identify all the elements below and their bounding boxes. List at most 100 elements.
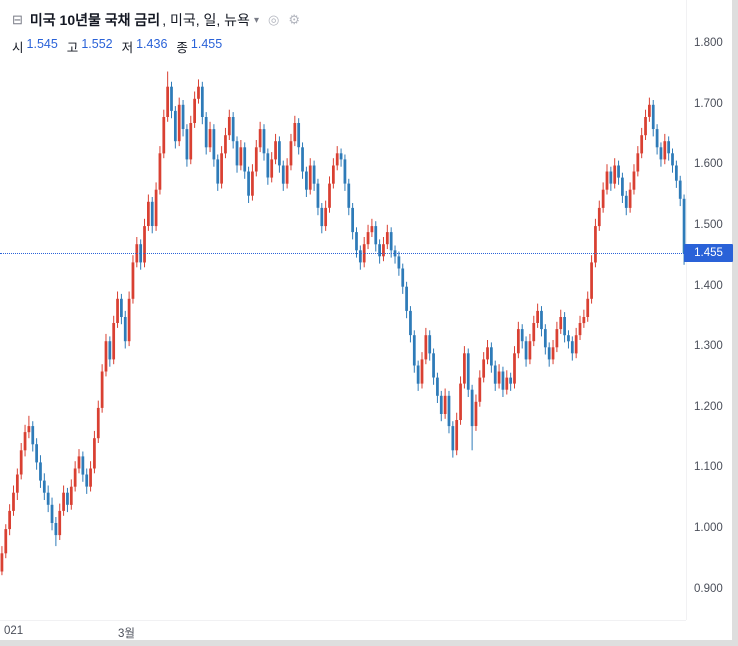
candle-body (505, 377, 509, 390)
candle-body (570, 341, 574, 354)
candle-body (297, 123, 301, 148)
candle-body (532, 323, 536, 342)
candle-body (463, 353, 466, 384)
candle-body (316, 183, 320, 208)
candle-body (66, 492, 69, 505)
chevron-down-icon[interactable]: ▾ (253, 14, 259, 26)
candle-body (120, 298, 123, 317)
candle-body (116, 298, 119, 323)
candle-body (640, 135, 644, 154)
candle-body (578, 323, 582, 336)
candle-body (239, 147, 243, 166)
candle-body (0, 553, 4, 572)
price-axis-label: 0.900 (694, 583, 723, 595)
candle-body (582, 317, 586, 324)
candle-body (104, 341, 108, 372)
candle-body (328, 183, 331, 208)
candle-body (451, 426, 455, 451)
candle-body (501, 371, 505, 390)
candle-body (181, 104, 185, 129)
candle-body (93, 438, 96, 469)
price-axis[interactable]: 1.455 1.800 1.700 1.600 1.500 1.400 1.300 1.20… (684, 0, 733, 620)
open-value: 1.545 (26, 37, 58, 51)
symbol-title[interactable]: 미국 10년물 국채 금리 (29, 12, 161, 28)
candle-body (540, 310, 543, 330)
candle-body (551, 347, 555, 360)
candle-body (601, 189, 605, 208)
candle-body (96, 407, 100, 439)
candle-body (370, 226, 374, 233)
candle-body (243, 147, 247, 172)
candle-body (19, 450, 23, 475)
candlestick-plot[interactable]: ⊟ 미국 10년물 국채 금리 , 미국, 일, 뉴욕 ▾ ◎ ⚙ 시 1.54… (0, 0, 686, 620)
candle-body (216, 159, 220, 184)
candle-body (628, 189, 632, 208)
symbol-subtitle: , 미국, 일, 뉴욕 (162, 12, 250, 28)
price-axis-label: 1.400 (694, 280, 723, 292)
candle-body (185, 129, 189, 160)
candle-body (73, 468, 77, 487)
candle-body (127, 298, 131, 342)
candle-body (347, 183, 351, 208)
low-value: 1.436 (136, 37, 168, 51)
candle-body (574, 335, 578, 354)
candle-body (397, 256, 401, 269)
candle-body (513, 353, 516, 384)
price-axis-label: 1.500 (694, 219, 723, 231)
candle-body (193, 98, 196, 123)
candle-body (609, 171, 613, 184)
candle-body (586, 298, 590, 317)
candle-body (266, 153, 270, 178)
candle-body (15, 474, 19, 493)
price-axis-label: 1.700 (694, 98, 723, 110)
candle-body (270, 159, 274, 178)
price-axis-label: 1.300 (694, 340, 723, 352)
candle-body (12, 492, 15, 511)
candle-body (173, 110, 177, 142)
candle-body (312, 165, 316, 184)
candle-body (58, 510, 62, 536)
time-axis[interactable]: 021 3월 (0, 620, 686, 640)
candle-body (289, 141, 293, 166)
candle-body (278, 141, 281, 166)
candle-body (536, 310, 539, 323)
candle-body (663, 141, 667, 160)
candle-body (85, 474, 89, 487)
candle-body (478, 377, 482, 402)
candle-body (355, 232, 358, 251)
candle-body (563, 317, 566, 336)
candles-svg[interactable] (0, 0, 686, 620)
candle-body (112, 323, 116, 360)
candle-body (358, 250, 362, 263)
last-price-tag: 1.455 (684, 244, 733, 262)
candle-body (197, 86, 200, 99)
candle-body (224, 135, 227, 154)
candle-body (651, 104, 655, 129)
price-axis-label: 1.800 (694, 37, 723, 49)
candle-body (520, 329, 524, 342)
candle-body (567, 335, 570, 342)
candle-body (528, 341, 532, 360)
candle-body (324, 207, 328, 227)
candle-body (177, 104, 181, 142)
candle-body (490, 347, 493, 366)
candle-body (320, 207, 324, 227)
candle-body (497, 371, 501, 384)
candle-body (46, 492, 50, 505)
candle-body (162, 117, 166, 154)
candle-body (35, 444, 38, 463)
candle-body (62, 492, 65, 511)
collapse-icon[interactable]: ⊟ (12, 12, 23, 27)
candle-body (659, 147, 663, 160)
price-axis-label: 1.000 (694, 522, 723, 534)
candle-body (285, 165, 289, 184)
candle-body (474, 401, 478, 426)
candle-body (305, 171, 308, 190)
candle-body (378, 244, 381, 257)
settings-icon[interactable]: ⚙ (288, 12, 300, 27)
close-value: 1.455 (190, 37, 223, 51)
eye-icon[interactable]: ◎ (267, 12, 280, 27)
candle-body (682, 198, 686, 254)
candle-body (351, 207, 355, 233)
